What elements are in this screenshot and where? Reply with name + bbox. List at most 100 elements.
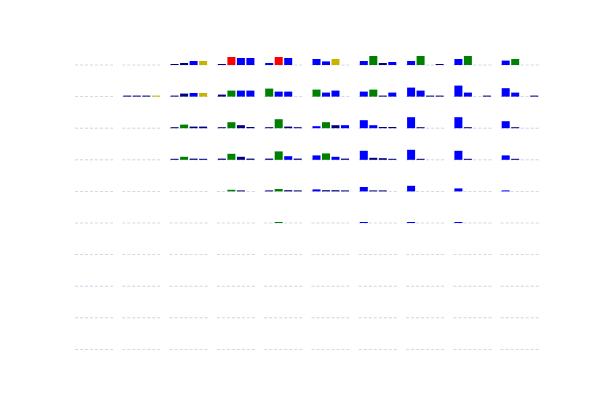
panel-r4-c5 [311, 189, 350, 192]
bar-r4-c6-b1 [369, 190, 378, 192]
bar-r3-c5-b0 [312, 155, 321, 160]
bar-r1-c4-b2 [284, 91, 293, 97]
bar-r3-c5-b1 [322, 153, 330, 160]
bar-r1-c8-b1 [463, 92, 472, 97]
bar-r4-c8-b0 [454, 188, 463, 192]
bar-r0-c2-b0 [170, 64, 179, 65]
bar-r3-c6-b2 [378, 158, 387, 160]
bar-r2-c4-b2 [284, 126, 293, 129]
bar-r1-c3-b0 [217, 94, 226, 97]
bar-r3-c2-b0 [170, 158, 179, 160]
bar-r2-c3-b1 [227, 122, 236, 129]
bar-r3-c6-b1 [369, 157, 378, 160]
bar-r1-c7-b2 [426, 95, 435, 97]
bar-r1-c3-b3 [246, 90, 255, 97]
bar-r2-c2-b2 [189, 126, 198, 129]
bar-r3-c4-b1 [274, 151, 283, 160]
panel-r5-c8 [453, 222, 492, 224]
bar-r1-c3-b1 [227, 90, 236, 97]
panel-r2-c6 [358, 120, 397, 129]
bar-r4-c7-b0 [407, 185, 416, 192]
panel-r2-c9 [500, 121, 539, 129]
bar-r5-c7-b0 [407, 222, 416, 223]
bar-r3-c3-b0 [217, 158, 226, 160]
panel-r2-c5 [311, 122, 350, 129]
bar-r1-c6-b1 [369, 89, 378, 97]
panel-r3-c7 [406, 149, 445, 161]
bar-r1-c4-b1 [274, 91, 283, 97]
bar-r3-c3-b1 [227, 153, 236, 160]
bar-r0-c4-b0 [265, 63, 274, 65]
bar-r1-c3-b2 [236, 90, 245, 97]
bar-r0-c3-b3 [246, 58, 255, 65]
bar-r1-c8-b3 [482, 95, 491, 97]
bar-r4-c5-b0 [312, 189, 321, 192]
bar-r1-c9-b1 [511, 92, 520, 97]
bar-r5-c4-b1 [274, 222, 283, 223]
bar-r4-c5-b2 [331, 190, 340, 192]
panel-r1-c4 [264, 88, 303, 97]
bar-r0-c5-b0 [312, 59, 321, 65]
bar-r1-c2-b2 [189, 93, 198, 97]
bar-r3-c2-b1 [180, 156, 189, 160]
panel-r4-c3 [216, 189, 255, 192]
bar-r2-c2-b3 [199, 126, 208, 129]
bar-r0-c7-b0 [407, 61, 416, 65]
panel-r0-c9 [500, 59, 539, 66]
panel-r5-c4 [264, 222, 303, 224]
bar-r3-c4-b0 [265, 158, 274, 160]
bar-r1-c1-b2 [142, 95, 151, 97]
bar-r0-c5-b2 [331, 59, 340, 65]
bar-r2-c3-b0 [217, 127, 226, 129]
bar-r0-c8-b1 [463, 56, 472, 65]
bar-r2-c7-b0 [407, 117, 416, 129]
panel-r0-c8 [453, 56, 492, 66]
bar-r4-c4-b0 [265, 190, 274, 192]
bar-r2-c4-b1 [274, 119, 283, 129]
bar-r0-c2-b3 [199, 61, 208, 65]
bar-r1-c9-b0 [501, 88, 510, 97]
bar-r4-c4-b1 [274, 189, 283, 192]
bar-r3-c5-b2 [331, 156, 340, 160]
bar-r2-c6-b2 [378, 127, 387, 129]
panel-r0-c7 [406, 56, 445, 66]
bar-r2-c5-b3 [341, 125, 349, 129]
bar-r3-c3-b3 [246, 158, 255, 160]
bar-r2-c2-b1 [180, 124, 189, 129]
bar-r4-c6-b0 [359, 187, 368, 192]
bar-r2-c3-b2 [236, 125, 245, 129]
bar-r4-c5-b3 [341, 190, 349, 192]
panel-r1-c6 [358, 89, 397, 97]
bar-r1-c9-b3 [530, 95, 539, 97]
bar-r5-c6-b0 [359, 222, 368, 223]
bar-r3-c4-b3 [293, 158, 302, 160]
bar-r0-c8-b0 [454, 59, 463, 65]
panel-r4-c8 [453, 188, 492, 192]
bar-r3-c7-b0 [407, 149, 416, 160]
bar-r1-c6-b0 [359, 91, 368, 97]
bar-r2-c6-b0 [359, 120, 368, 129]
panel-r0-c6 [358, 56, 397, 66]
panel-r1-c2 [169, 93, 208, 97]
bar-r1-c2-b0 [170, 95, 179, 97]
panel-r1-c8 [453, 85, 492, 97]
panel-r5-c6 [358, 222, 397, 224]
panel-r0-c5 [311, 59, 350, 66]
bar-r0-c2-b2 [189, 61, 198, 65]
bar-r2-c7-b1 [416, 127, 425, 129]
panel-r3-c6 [358, 150, 397, 161]
bar-r1-c5-b1 [322, 92, 330, 97]
bar-r4-c5-b1 [322, 190, 330, 192]
panel-r3-c8 [453, 150, 492, 161]
bar-r1-c1-b1 [132, 95, 141, 97]
bar-r4-c4-b2 [284, 190, 293, 192]
bar-r4-c3-b1 [227, 189, 236, 192]
panel-r2-c4 [264, 119, 303, 129]
bar-r5-c8-b0 [454, 222, 463, 223]
bar-r2-c4-b3 [293, 127, 302, 129]
panel-r2-c3 [216, 122, 255, 129]
bar-r3-c3-b2 [236, 156, 245, 160]
bar-r3-c8-b0 [454, 150, 463, 160]
